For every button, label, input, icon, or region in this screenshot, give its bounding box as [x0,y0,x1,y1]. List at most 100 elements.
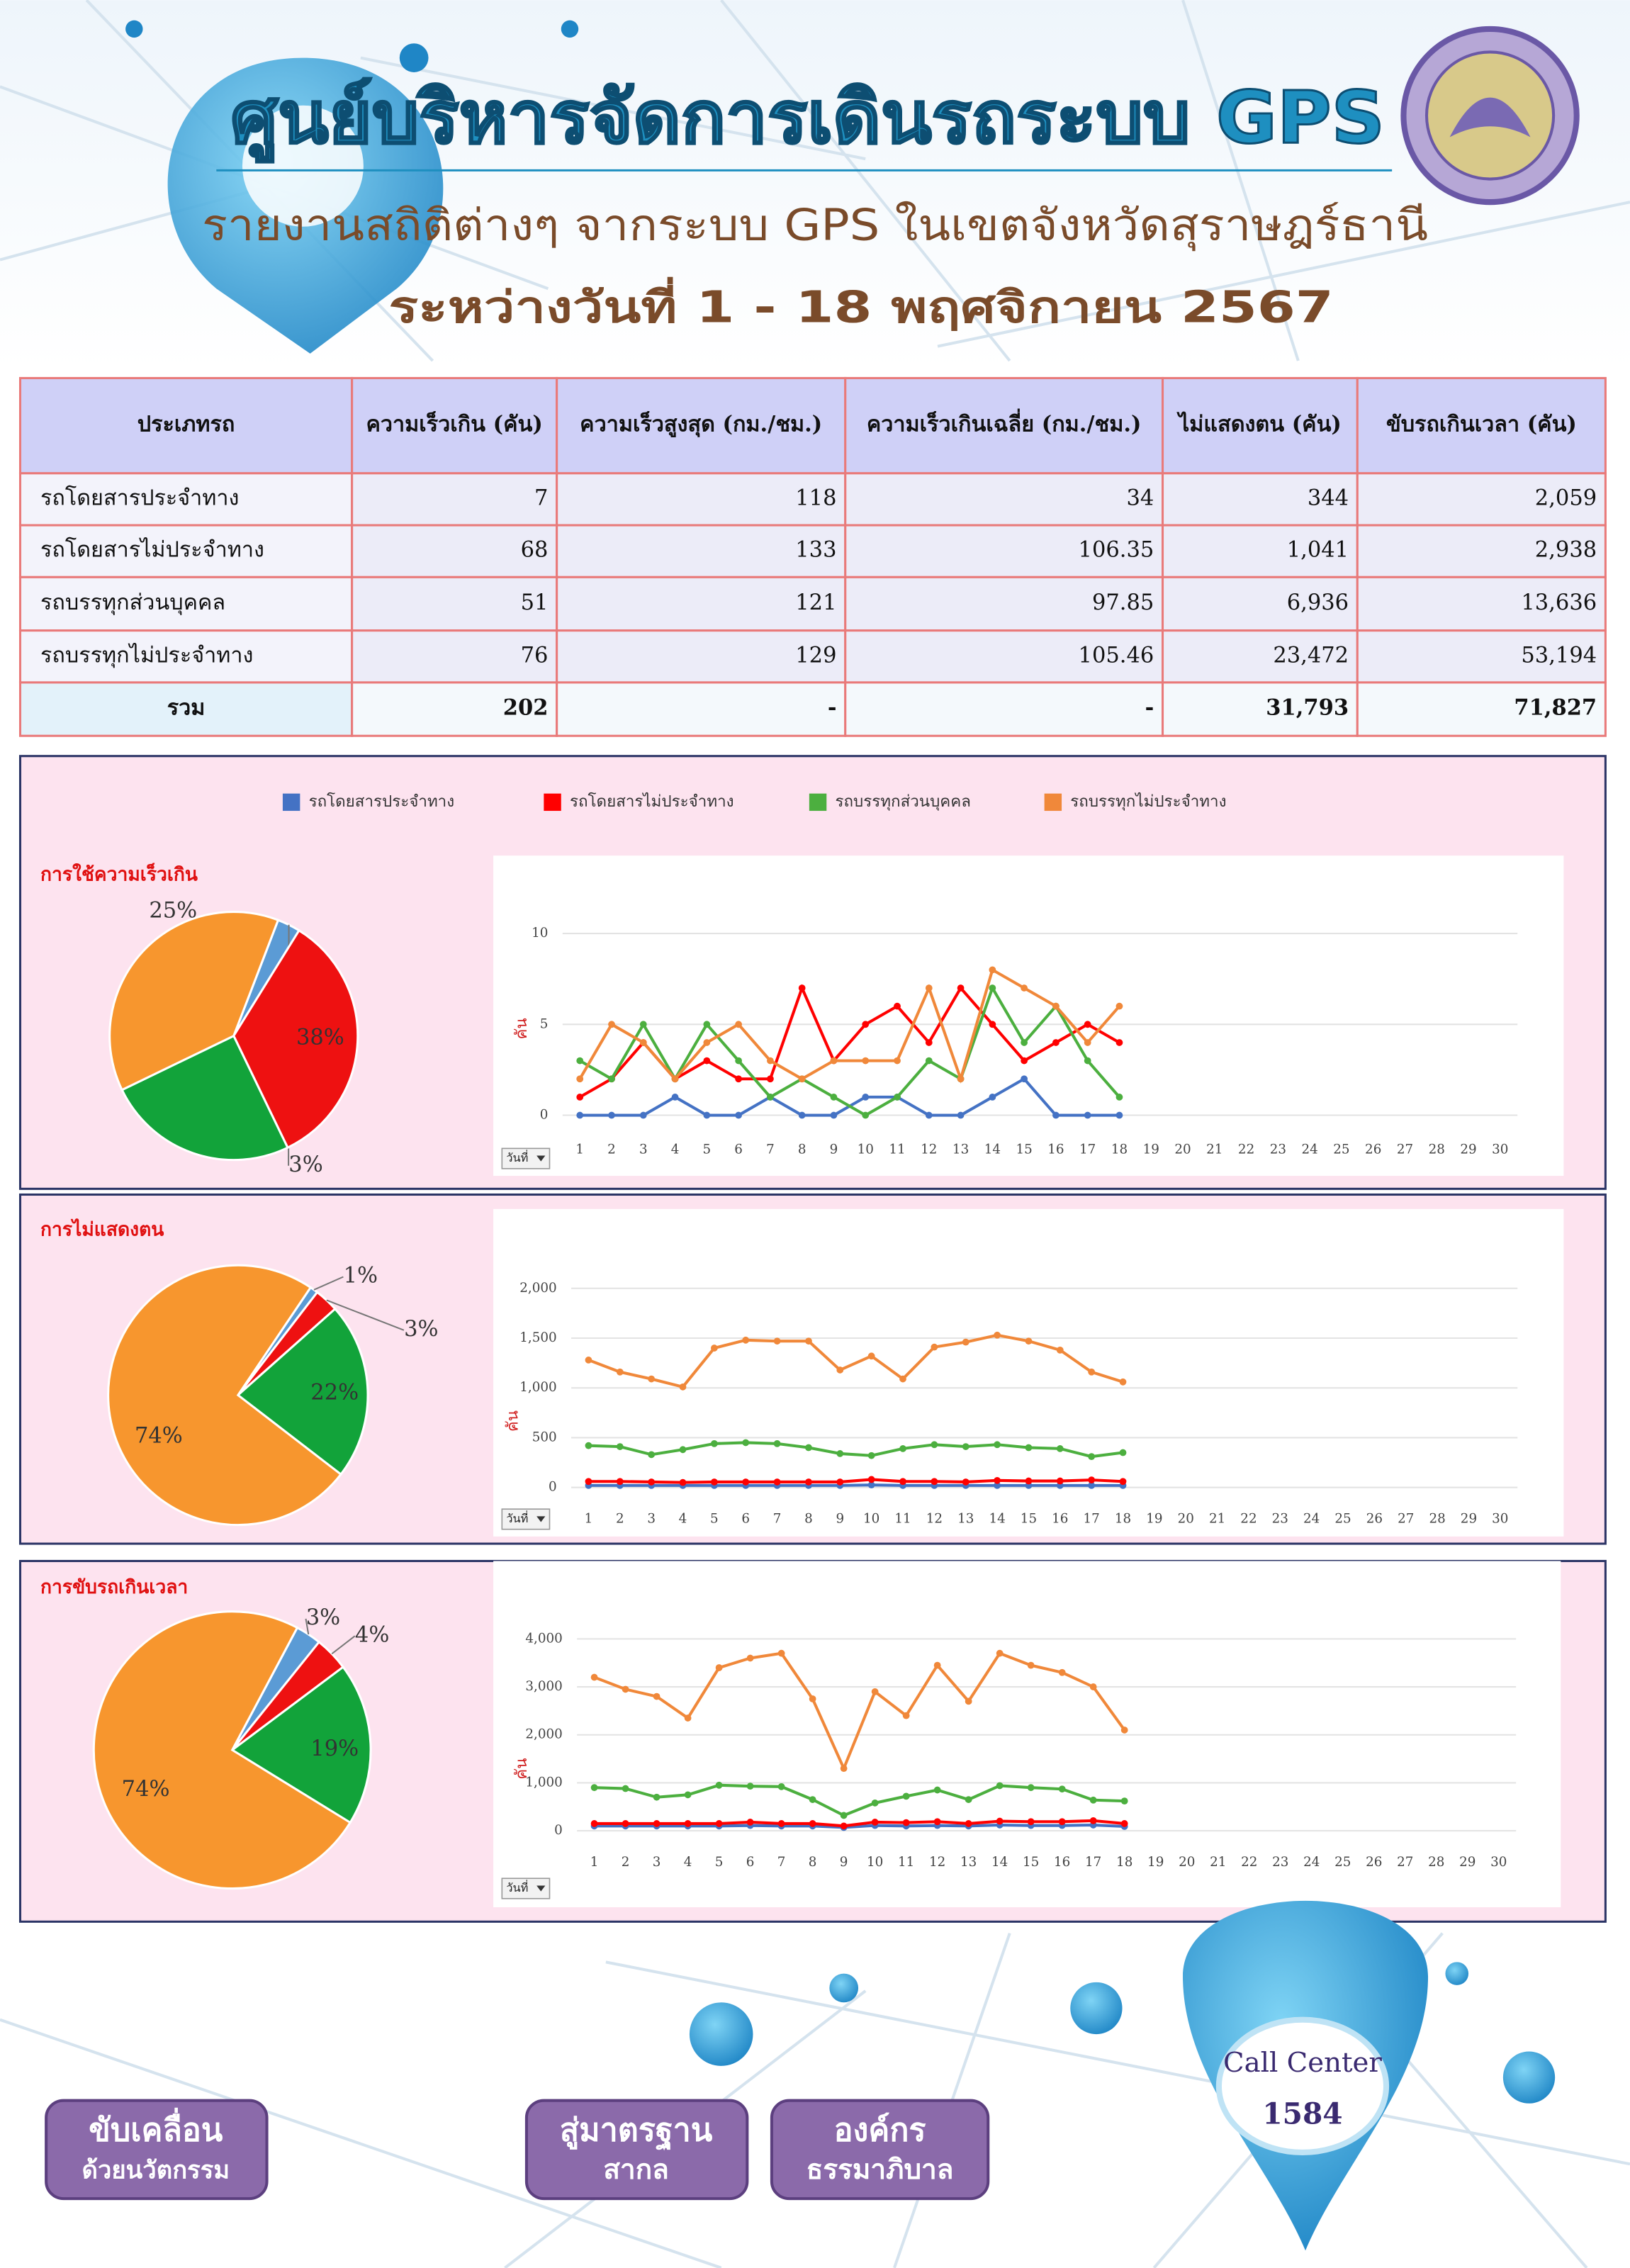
series-point [742,1336,750,1344]
x-tick-label: 24 [1303,1511,1320,1526]
header-pin [125,20,579,354]
table-cell [1356,576,1607,632]
y-axis-label: คัน [512,1018,531,1039]
series-point [994,1476,1001,1484]
series-point [840,1822,848,1830]
series-line [588,1441,1123,1459]
series-point [1025,1477,1033,1485]
series-point [648,1478,656,1486]
series-point [777,1783,785,1790]
series-point [590,1673,598,1681]
series-point [1120,1820,1128,1827]
series-point [965,1697,972,1705]
table-text: 97.85 [1092,590,1154,615]
table-text: 2,059 [1535,485,1597,510]
series-point [622,1785,629,1792]
series-point [1021,1075,1028,1083]
series-point [746,1654,754,1662]
series-point [862,1094,870,1101]
series-point [585,1478,592,1486]
x-tick-label: 2 [607,1142,616,1157]
series-point [746,1783,754,1790]
series-point [653,1793,661,1801]
series-point [703,1039,711,1046]
series-point [933,1786,941,1794]
series-point [902,1819,910,1826]
table-cell [1356,629,1607,684]
table-cell [1162,524,1359,578]
series-point [767,1094,774,1101]
x-filter-dropdown[interactable]: วันที่ [501,1877,551,1899]
series-point [925,984,933,992]
pie-label: 74% [135,1423,183,1448]
x-tick-label: 24 [1303,1855,1320,1870]
x-tick-label: 1 [590,1855,599,1870]
table-text: 133 [795,538,836,563]
series-point [830,1094,838,1101]
x-tick-label: 12 [926,1511,943,1526]
series-point [653,1692,661,1700]
leader-line [331,1635,356,1655]
series-point [608,1075,615,1083]
series-point [735,1111,743,1119]
y-tick-label: 1,000 [519,1380,556,1395]
x-tick-label: 26 [1366,1855,1382,1870]
pie-label: 3% [288,1152,322,1177]
series-point [994,1331,1001,1339]
table-text: รถโดยสารประจำทาง [40,485,239,510]
series-point [965,1796,972,1803]
series-point [777,1820,785,1827]
series-point [1089,1683,1097,1690]
x-filter-dropdown[interactable]: วันที่ [501,1508,551,1530]
x-filter-dropdown[interactable]: วันที่ [501,1147,551,1169]
series-point [746,1819,754,1826]
table-text: 2,938 [1535,538,1597,563]
series-line [579,984,1121,1117]
legend-swatch [282,793,300,812]
pie-label: 4% [355,1622,389,1647]
x-tick-label: 1 [585,1511,593,1526]
x-tick-label: 18 [1116,1855,1132,1870]
x-tick-label: 25 [1334,1855,1351,1870]
table-cell [844,524,1164,578]
date-range: ระหว่างวันที่ 1 - 18 พฤศจิกายน 2567 [389,276,1334,332]
series-point [830,1057,838,1065]
table-text: 118 [795,485,836,510]
x-tick-label: 10 [867,1855,883,1870]
series-point [830,1111,838,1119]
series-point [679,1446,687,1454]
x-tick-label: 13 [957,1511,974,1526]
table-cell [1356,472,1607,527]
table-cell [844,376,1164,475]
button-line: ธรรมาภิบาล [806,2154,954,2186]
series-point [679,1383,687,1391]
series-point [671,1075,679,1083]
series-point [957,1111,965,1119]
series-point [639,1021,647,1028]
series-point [703,1111,711,1119]
table-cell [1162,472,1359,527]
series-point [622,1685,629,1693]
series-point [1115,1002,1123,1010]
x-tick-label: 19 [1146,1511,1162,1526]
series-point [989,966,996,974]
y-tick-label: 1,500 [519,1330,556,1345]
x-tick-label: 21 [1206,1142,1222,1157]
table-text: 344 [1308,485,1349,510]
x-tick-label: 17 [1085,1855,1101,1870]
y-tick-label: 5 [540,1016,549,1031]
series-point [994,1441,1001,1449]
series-point [735,1021,743,1028]
x-tick-label: 22 [1240,1511,1257,1526]
series-point [994,1481,1001,1489]
table-text: - [1145,695,1154,721]
series-point [671,1094,679,1101]
x-tick-label: 1 [575,1142,584,1157]
series-point [1120,1797,1128,1805]
series-point [679,1478,687,1486]
pie-label: 3% [404,1317,438,1342]
x-tick-label: 2 [622,1855,630,1870]
series-point [1025,1337,1033,1345]
x-tick-label: 4 [679,1511,687,1526]
series-point [653,1820,661,1827]
